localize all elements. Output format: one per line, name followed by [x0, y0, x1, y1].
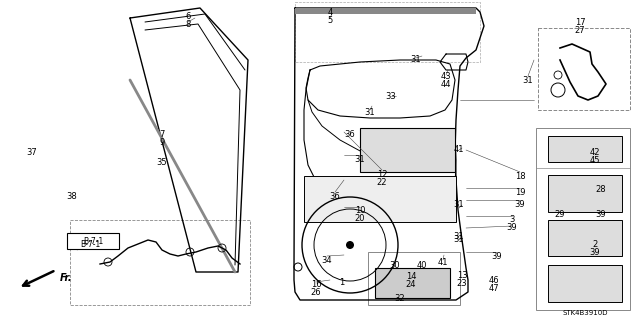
Bar: [360, 128, 455, 172]
Text: 19: 19: [515, 188, 525, 197]
Text: 31: 31: [365, 108, 375, 117]
Bar: [548, 220, 622, 256]
Bar: [536, 128, 630, 310]
Text: 26: 26: [310, 288, 321, 297]
Text: 41: 41: [454, 145, 464, 154]
Text: 31: 31: [454, 232, 464, 241]
Text: 14: 14: [406, 272, 416, 281]
Text: 6: 6: [186, 12, 191, 21]
Bar: [548, 175, 622, 212]
Text: 35: 35: [157, 158, 167, 167]
Text: 45: 45: [589, 156, 600, 165]
Text: 36: 36: [330, 192, 340, 201]
Text: 9: 9: [159, 138, 164, 147]
Text: 22: 22: [377, 178, 387, 187]
Text: 31: 31: [454, 235, 464, 244]
Text: 3: 3: [509, 215, 515, 224]
Text: 39: 39: [596, 210, 606, 219]
Text: 43: 43: [441, 72, 451, 81]
Bar: [304, 176, 456, 222]
Text: 1: 1: [339, 278, 344, 287]
Text: 31: 31: [454, 200, 464, 209]
Text: 4: 4: [328, 8, 333, 17]
Text: 46: 46: [489, 276, 499, 285]
Text: 7: 7: [159, 130, 164, 139]
Text: 34: 34: [322, 256, 332, 265]
Bar: [368, 252, 460, 305]
Text: Fr.: Fr.: [60, 273, 72, 283]
Text: 17: 17: [575, 18, 586, 27]
Text: 31: 31: [523, 76, 533, 85]
Text: 38: 38: [67, 192, 77, 201]
Text: 29: 29: [555, 210, 565, 219]
Text: 10: 10: [355, 206, 365, 215]
Text: 36: 36: [344, 130, 355, 139]
Text: 31: 31: [355, 155, 365, 164]
Text: 8: 8: [186, 20, 191, 29]
Text: 40: 40: [417, 261, 428, 270]
Text: 39: 39: [515, 200, 525, 209]
Text: STK4B3910D: STK4B3910D: [563, 310, 608, 316]
Bar: [295, 2, 480, 62]
Text: 39: 39: [507, 223, 517, 232]
Bar: [538, 28, 630, 110]
Bar: [548, 265, 622, 302]
Bar: [548, 136, 622, 162]
Text: B-7-1: B-7-1: [83, 236, 103, 246]
Text: 47: 47: [489, 284, 499, 293]
Text: 12: 12: [377, 170, 387, 179]
Text: B-7-1: B-7-1: [80, 240, 100, 249]
Text: 39: 39: [589, 248, 600, 257]
Text: 23: 23: [457, 279, 467, 288]
Text: 33: 33: [386, 92, 396, 101]
FancyBboxPatch shape: [67, 233, 119, 249]
Text: 42: 42: [589, 148, 600, 157]
Circle shape: [346, 241, 354, 249]
Text: 2: 2: [593, 240, 598, 249]
Bar: [295, 8, 476, 14]
Text: 30: 30: [390, 261, 400, 270]
Text: 24: 24: [406, 280, 416, 289]
Text: 5: 5: [328, 16, 333, 25]
Text: 31: 31: [411, 55, 421, 64]
Text: 39: 39: [492, 252, 502, 261]
Text: 13: 13: [457, 271, 467, 280]
Text: 32: 32: [395, 294, 405, 303]
Text: 41: 41: [438, 258, 448, 267]
Text: 18: 18: [515, 172, 525, 181]
Text: 28: 28: [596, 185, 606, 194]
Text: 37: 37: [27, 148, 37, 157]
Text: 16: 16: [310, 280, 321, 289]
Bar: [70, 220, 250, 305]
Text: 27: 27: [575, 26, 586, 35]
Text: 44: 44: [441, 80, 451, 89]
Bar: [375, 268, 450, 298]
Text: 20: 20: [355, 214, 365, 223]
